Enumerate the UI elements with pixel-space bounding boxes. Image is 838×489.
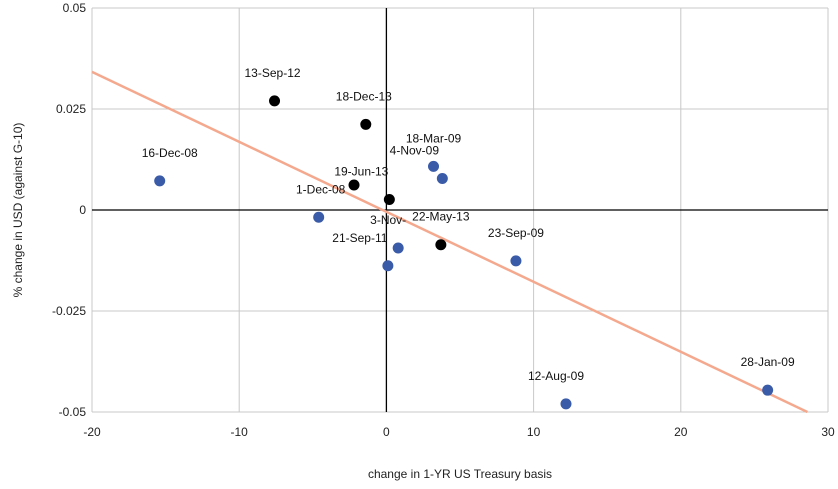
data-point — [154, 175, 166, 187]
trendline-group — [91, 70, 808, 414]
data-point — [313, 211, 325, 223]
x-tick-label: 0 — [383, 425, 390, 439]
data-point — [428, 160, 440, 172]
x-tick-label: 30 — [821, 425, 835, 439]
data-point — [392, 242, 404, 254]
data-point — [348, 179, 360, 191]
y-tick-labels: 0.05 0.025 0 -0.025 -0.05 — [52, 1, 86, 419]
y-axis-title: % change in USD (against G-10) — [11, 123, 25, 298]
point-label: 23-Sep-09 — [488, 226, 544, 240]
point-label: 3-Nov- — [370, 213, 406, 227]
data-point — [435, 239, 447, 251]
x-axis-title: change in 1-YR US Treasury basis — [368, 467, 552, 481]
point-label: 1-Dec-08 — [296, 182, 346, 196]
data-point — [269, 95, 281, 107]
point-label: 21-Sep-11 — [332, 231, 387, 245]
data-point — [436, 172, 448, 184]
point-labels: 16-Dec-08 13-Sep-12 1-Dec-08 18-Dec-13 19-Ju… — [142, 66, 795, 383]
data-points — [154, 95, 774, 410]
point-label: 12-Aug-09 — [528, 369, 584, 383]
data-point — [382, 260, 394, 272]
x-tick-labels: -20 -10 0 10 20 30 — [83, 425, 835, 439]
trendline — [91, 70, 808, 414]
data-point — [360, 118, 372, 130]
data-point — [510, 255, 522, 267]
point-label: 22-May-13 — [412, 210, 470, 224]
point-label: 28-Jan-09 — [741, 355, 795, 369]
point-label: 4-Nov-09 — [390, 143, 440, 157]
y-tick-label: 0.025 — [56, 102, 86, 116]
y-tick-label: 0.05 — [63, 1, 87, 15]
point-label: 16-Dec-08 — [142, 146, 198, 160]
point-label: 18-Dec-13 — [336, 89, 392, 103]
point-label: 19-Jun-13 — [334, 164, 388, 178]
y-tick-label: -0.025 — [52, 304, 86, 318]
axes — [92, 8, 828, 412]
x-tick-label: 20 — [674, 425, 688, 439]
y-tick-label: 0 — [79, 203, 86, 217]
data-point — [383, 193, 395, 205]
data-point — [762, 384, 774, 396]
x-tick-label: -20 — [83, 425, 101, 439]
x-tick-label: 10 — [527, 425, 541, 439]
data-point — [560, 398, 572, 410]
point-label: 18-Mar-09 — [406, 131, 462, 145]
point-label: 13-Sep-12 — [245, 66, 301, 80]
y-tick-label: -0.05 — [59, 405, 87, 419]
x-tick-label: -10 — [231, 425, 249, 439]
